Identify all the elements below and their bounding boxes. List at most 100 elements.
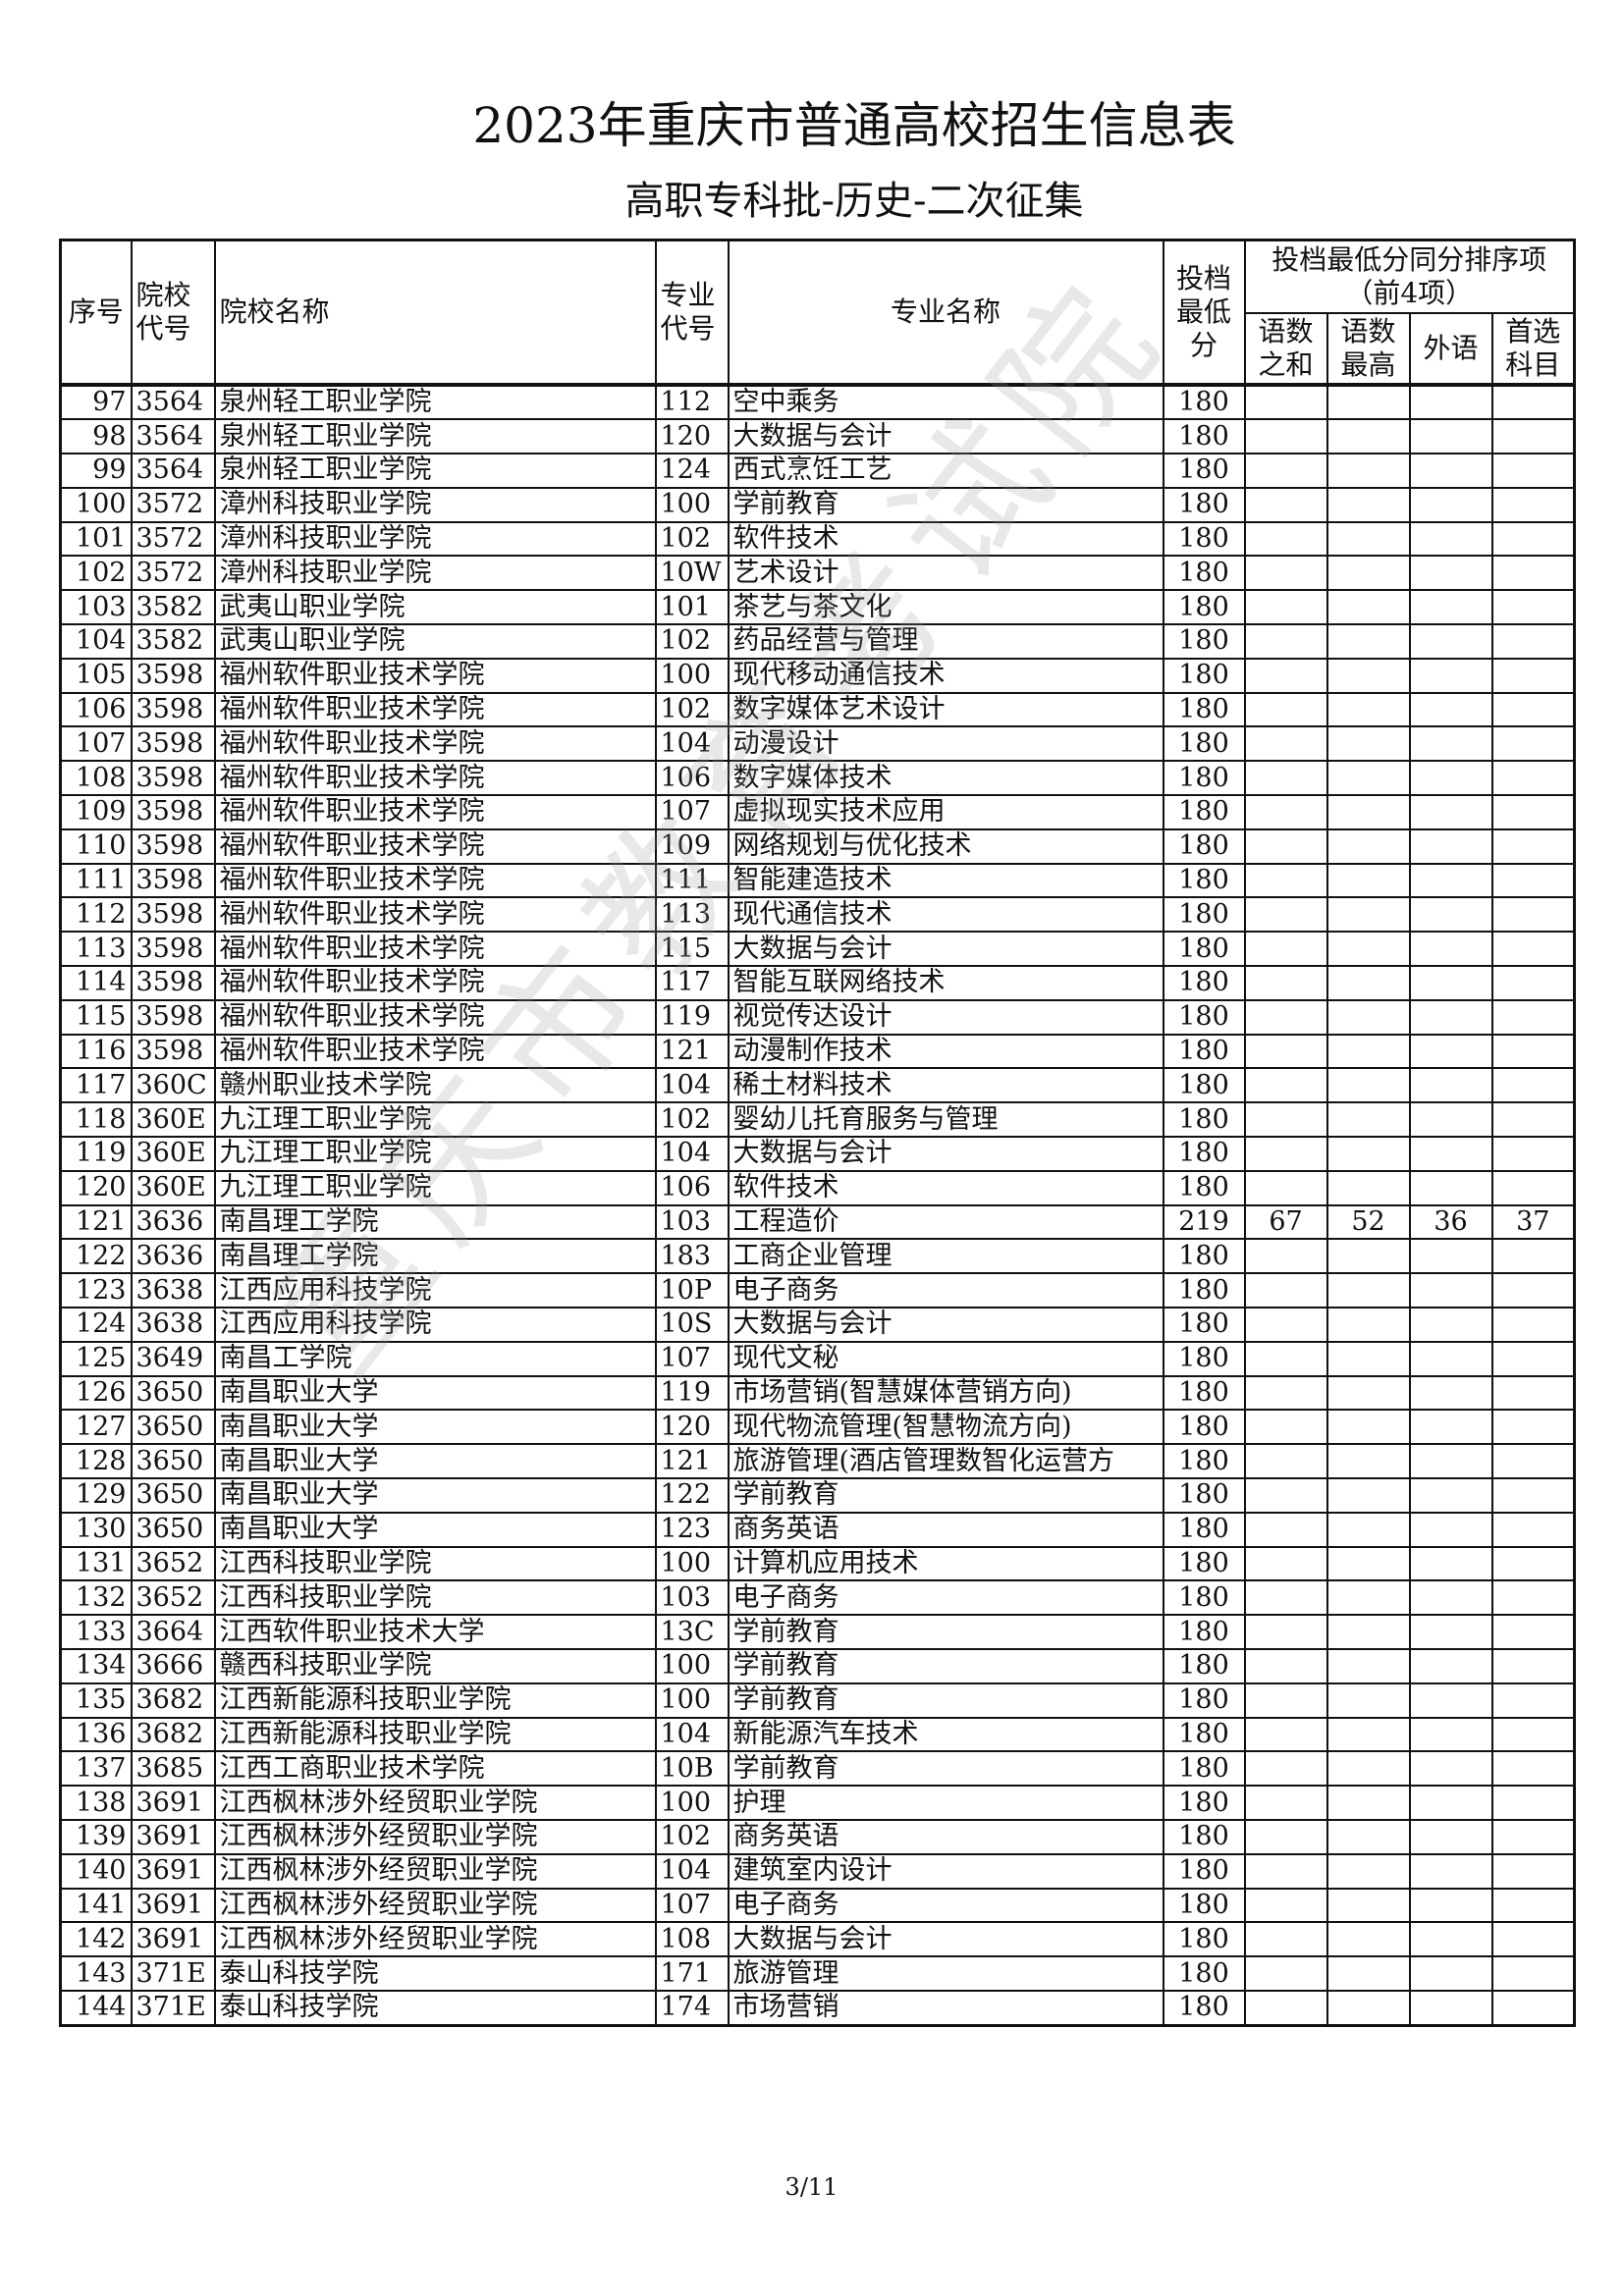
cell-tb-max bbox=[1325, 760, 1411, 797]
cell-tb-foreign bbox=[1408, 828, 1493, 865]
cell-major-name: 艺术设计 bbox=[727, 555, 1164, 592]
cell-school-name: 漳州科技职业学院 bbox=[213, 486, 657, 523]
cell-tb-foreign bbox=[1408, 1272, 1493, 1309]
cell-seq: 138 bbox=[59, 1785, 133, 1821]
cell-school-code: 3652 bbox=[130, 1545, 216, 1582]
cell-tb-sum bbox=[1243, 1989, 1328, 2027]
cell-school-name: 江西工商职业技术学院 bbox=[213, 1750, 657, 1788]
cell-seq: 124 bbox=[59, 1307, 133, 1343]
page-number: 3/11 bbox=[784, 2173, 839, 2201]
cell-school-code: 3638 bbox=[130, 1272, 216, 1309]
table-row: 140 3691 江西枫林涉外经贸职业学院 104 建筑室内设计 180 bbox=[59, 1852, 1576, 1890]
cell-seq: 99 bbox=[59, 453, 133, 489]
cell-major-code: 104 bbox=[654, 1067, 730, 1104]
cell-major-code: 107 bbox=[654, 1887, 730, 1924]
cell-major-code: 10B bbox=[654, 1750, 730, 1788]
cell-tb-sum bbox=[1243, 931, 1328, 968]
cell-tb-first-subject bbox=[1490, 1545, 1576, 1582]
cell-seq: 133 bbox=[59, 1614, 133, 1650]
cell-major-code: 120 bbox=[654, 418, 730, 455]
cell-major-code: 102 bbox=[654, 1101, 730, 1139]
cell-seq: 107 bbox=[59, 725, 133, 763]
cell-tb-sum bbox=[1243, 1682, 1328, 1719]
table-row: 121 3636 南昌理工学院 103 工程造价 219 67 52 36 37 bbox=[59, 1203, 1576, 1241]
cell-min-score: 180 bbox=[1162, 1647, 1246, 1684]
cell-tb-foreign bbox=[1408, 1921, 1493, 1958]
cell-tb-foreign bbox=[1408, 1614, 1493, 1650]
cell-school-name: 赣州职业技术学院 bbox=[213, 1067, 657, 1104]
cell-tb-sum bbox=[1243, 794, 1328, 830]
cell-tb-sum bbox=[1243, 725, 1328, 763]
cell-tb-foreign bbox=[1408, 965, 1493, 1001]
cell-tb-first-subject: 37 bbox=[1490, 1203, 1576, 1241]
cell-seq: 108 bbox=[59, 760, 133, 797]
cell-major-name: 现代物流管理(智慧物流方向) bbox=[727, 1409, 1164, 1446]
cell-tb-foreign bbox=[1408, 794, 1493, 830]
cell-tb-foreign bbox=[1408, 623, 1493, 660]
cell-seq: 136 bbox=[59, 1716, 133, 1753]
cell-seq: 142 bbox=[59, 1921, 133, 1958]
cell-tb-foreign bbox=[1408, 1136, 1493, 1172]
cell-major-name: 西式烹饪工艺 bbox=[727, 453, 1164, 489]
cell-tb-foreign bbox=[1408, 1238, 1493, 1275]
table-row: 129 3650 南昌职业大学 122 学前教育 180 bbox=[59, 1477, 1576, 1514]
cell-tb-foreign bbox=[1408, 486, 1493, 523]
cell-tb-sum bbox=[1243, 1340, 1328, 1377]
cell-seq: 100 bbox=[59, 486, 133, 523]
cell-school-code: 3598 bbox=[130, 931, 216, 968]
cell-tb-first-subject bbox=[1490, 1682, 1576, 1719]
cell-school-code: 360E bbox=[130, 1136, 216, 1172]
cell-major-name: 大数据与会计 bbox=[727, 1307, 1164, 1343]
cell-school-name: 福州软件职业技术学院 bbox=[213, 931, 657, 968]
table-row: 117 360C 赣州职业技术学院 104 稀土材料技术 180 bbox=[59, 1067, 1576, 1104]
cell-tb-foreign bbox=[1408, 383, 1493, 421]
cell-major-code: 107 bbox=[654, 794, 730, 830]
cell-tb-first-subject bbox=[1490, 1785, 1576, 1821]
cell-tb-max bbox=[1325, 1785, 1411, 1821]
cell-major-name: 旅游管理 bbox=[727, 1955, 1164, 1992]
cell-school-code: 3650 bbox=[130, 1511, 216, 1548]
cell-seq: 97 bbox=[59, 383, 133, 421]
header-tiebreak: 投档最低分同分排序项（前4项） bbox=[1243, 239, 1576, 314]
cell-min-score: 180 bbox=[1162, 1477, 1246, 1514]
cell-tb-first-subject bbox=[1490, 1169, 1576, 1206]
cell-tb-max bbox=[1325, 1887, 1411, 1924]
cell-major-name: 动漫制作技术 bbox=[727, 1033, 1164, 1070]
cell-tb-max bbox=[1325, 1067, 1411, 1104]
cell-major-code: 100 bbox=[654, 1545, 730, 1582]
cell-min-score: 180 bbox=[1162, 453, 1246, 489]
cell-seq: 114 bbox=[59, 965, 133, 1001]
cell-seq: 134 bbox=[59, 1647, 133, 1684]
cell-school-code: 3636 bbox=[130, 1238, 216, 1275]
cell-seq: 130 bbox=[59, 1511, 133, 1548]
cell-tb-first-subject bbox=[1490, 1443, 1576, 1479]
table-row: 141 3691 江西枫林涉外经贸职业学院 107 电子商务 180 bbox=[59, 1887, 1576, 1924]
cell-major-code: 103 bbox=[654, 1203, 730, 1241]
cell-min-score: 180 bbox=[1162, 1579, 1246, 1617]
cell-major-name: 药品经营与管理 bbox=[727, 623, 1164, 660]
cell-tb-max bbox=[1325, 1238, 1411, 1275]
cell-tb-first-subject bbox=[1490, 760, 1576, 797]
cell-min-score: 180 bbox=[1162, 1101, 1246, 1139]
cell-tb-sum bbox=[1243, 1716, 1328, 1753]
cell-min-score: 180 bbox=[1162, 1887, 1246, 1924]
cell-school-name: 福州软件职业技术学院 bbox=[213, 896, 657, 934]
header-seq: 序号 bbox=[59, 239, 133, 386]
cell-tb-first-subject bbox=[1490, 453, 1576, 489]
cell-min-score: 180 bbox=[1162, 418, 1246, 455]
cell-seq: 105 bbox=[59, 657, 133, 694]
cell-tb-foreign bbox=[1408, 520, 1493, 558]
cell-school-name: 福州软件职业技术学院 bbox=[213, 828, 657, 865]
table-row: 144 371E 泰山科技学院 174 市场营销 180 bbox=[59, 1989, 1576, 2027]
cell-tb-first-subject bbox=[1490, 1101, 1576, 1139]
cell-tb-foreign bbox=[1408, 1443, 1493, 1479]
cell-school-name: 江西新能源科技职业学院 bbox=[213, 1682, 657, 1719]
cell-tb-foreign bbox=[1408, 691, 1493, 728]
cell-tb-max: 52 bbox=[1325, 1203, 1411, 1241]
cell-school-name: 南昌工学院 bbox=[213, 1340, 657, 1377]
cell-major-code: 102 bbox=[654, 1818, 730, 1855]
cell-school-name: 福州软件职业技术学院 bbox=[213, 862, 657, 899]
cell-tb-max bbox=[1325, 896, 1411, 934]
cell-school-code: 3598 bbox=[130, 896, 216, 934]
cell-min-score: 180 bbox=[1162, 1307, 1246, 1343]
